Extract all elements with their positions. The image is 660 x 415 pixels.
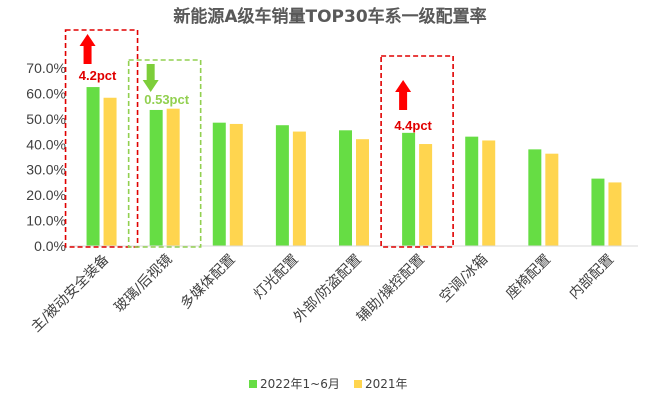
annotation-box-0 — [64, 29, 139, 248]
chart-title: 新能源A级车销量TOP30车系一级配置率 — [173, 6, 486, 27]
x-tick-label: 辅助/操控配置 — [354, 252, 428, 326]
arrow-up-icon — [79, 34, 96, 64]
x-tick-label: 多媒体配置 — [177, 251, 239, 313]
legend: 2022年1~6月 2021年 — [249, 377, 408, 391]
y-tick-label: 0.0% — [34, 238, 66, 254]
legend-label: 2022年1~6月 — [260, 377, 340, 391]
bar-2021-0 — [103, 97, 117, 246]
bar-2021-7 — [545, 153, 559, 246]
bar-2022-3 — [275, 125, 289, 246]
annotation-label-1: 0.53pct — [144, 92, 189, 107]
x-tick-label: 主/被动安全装备 — [28, 251, 113, 336]
y-tick-label: 20.0% — [26, 187, 66, 203]
legend-label: 2021年 — [365, 377, 408, 391]
x-tick-label: 灯光配置 — [251, 252, 302, 303]
x-tick-label: 玻璃/后视镜 — [111, 251, 176, 316]
x-tick-label: 内部配置 — [566, 252, 617, 303]
bar-2022-1 — [149, 109, 163, 246]
y-axis: 0.0% 10.0% 20.0% 30.0% 40.0% 50.0% 60.0% 70.0% — [26, 60, 66, 254]
bar-2021-4 — [356, 139, 369, 246]
y-tick-label: 40.0% — [26, 136, 66, 152]
y-tick-label: 50.0% — [26, 111, 66, 127]
bar-2022-8 — [591, 178, 605, 246]
bar-2022-4 — [339, 130, 352, 246]
annotation-box-1 — [127, 59, 202, 248]
bar-2021-6 — [482, 140, 496, 246]
x-tick-label: 座椅配置 — [503, 252, 554, 303]
bar-2021-5 — [419, 144, 433, 246]
annotation-box-2 — [380, 55, 454, 248]
annotation-label-2: 4.4pct — [394, 118, 432, 133]
y-tick-label: 10.0% — [26, 213, 66, 229]
arrow-up-icon — [395, 80, 412, 110]
bar-2022-2 — [212, 122, 226, 246]
x-tick-label: 空调/冰箱 — [437, 252, 491, 306]
annotation-label-0: 4.2pct — [79, 68, 117, 83]
legend-swatch — [249, 380, 257, 388]
bar-2022-6 — [465, 136, 479, 246]
arrow-down-icon — [142, 64, 159, 92]
legend-swatch — [354, 380, 362, 388]
bar-2021-8 — [608, 182, 622, 246]
bar-2021-3 — [292, 131, 306, 246]
y-tick-label: 60.0% — [26, 85, 66, 101]
bar-2022-7 — [528, 149, 542, 246]
bars — [86, 87, 622, 246]
y-tick-label: 30.0% — [26, 162, 66, 178]
bar-2021-2 — [229, 123, 243, 246]
y-tick-label: 70.0% — [26, 60, 66, 76]
bar-2021-1 — [166, 108, 180, 246]
bar-2022-0 — [86, 87, 100, 246]
annotations: 4.2pct 0.53pct 4.4pct — [64, 29, 454, 248]
bar-2022-5 — [402, 132, 416, 246]
